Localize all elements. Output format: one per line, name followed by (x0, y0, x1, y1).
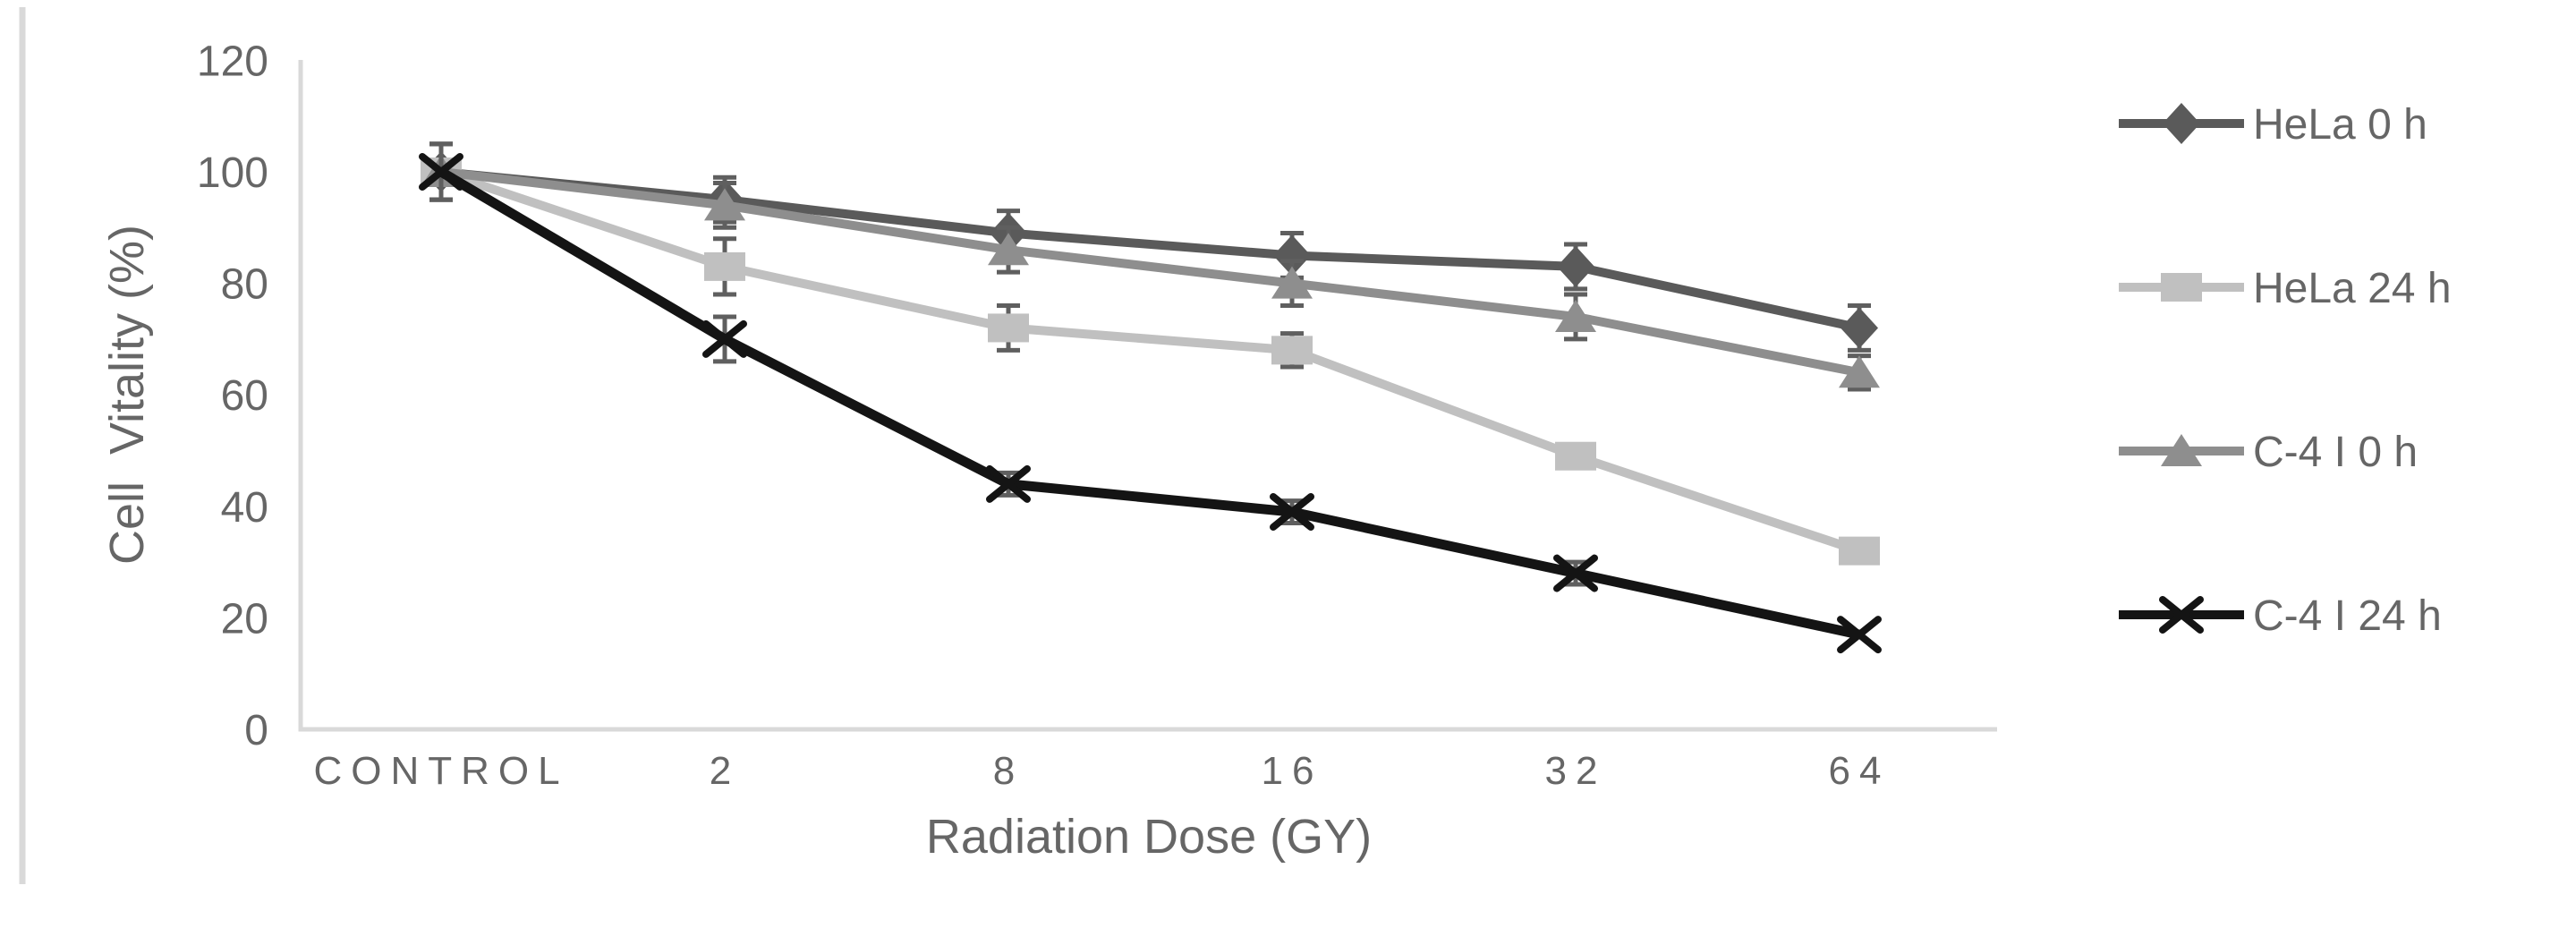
marker-triangle (988, 233, 1029, 266)
marker-square (988, 313, 1029, 343)
x-tick-label: 8 (993, 749, 1024, 793)
marker-square (1271, 336, 1313, 365)
axis-lines (298, 60, 1997, 732)
marker-diamond (1273, 234, 1311, 277)
marker-x (2159, 596, 2204, 634)
series-line (440, 167, 1861, 333)
series-c-4-i-0-h (421, 141, 1880, 392)
marker-square (1839, 536, 1880, 566)
marker-x (1837, 616, 1882, 654)
x-axis-title: Radiation Dose (GY) (926, 810, 1372, 864)
y-tick-label: 40 (221, 484, 268, 532)
legend-label: HeLa 0 h (2253, 101, 2427, 149)
marker-x (1270, 493, 1314, 532)
series-hela-0-h (422, 141, 1878, 353)
y-tick-label: 80 (221, 261, 268, 309)
y-tick-label: 120 (197, 38, 268, 85)
marker-square (704, 251, 745, 281)
x-tick-label: 16 (1262, 749, 1323, 793)
marker-square (1555, 441, 1596, 471)
y-tick-labels: 0 20 40 60 80 100 120 (197, 38, 268, 754)
marker-diamond (1557, 245, 1594, 287)
y-axis-title: Cell Vitality (%) (100, 225, 154, 565)
legend-item-hela-24-h: HeLa 24 h (2119, 265, 2452, 312)
legend-label: HeLa 24 h (2253, 265, 2452, 312)
y-tick-label: 60 (221, 372, 268, 420)
legend-item-c-4-i-0-h: C-4 I 0 h (2119, 429, 2418, 476)
y-tick-label: 0 (244, 707, 268, 754)
x-tick-label: 2 (710, 749, 740, 793)
marker-square (2161, 273, 2202, 302)
y-tick-label: 20 (221, 595, 268, 643)
marker-diamond (2163, 103, 2200, 144)
x-tick-label: 32 (1545, 749, 1607, 793)
x-tick-labels: CONTROL 2 8 16 32 64 (313, 749, 1891, 793)
series-group (419, 141, 1882, 654)
marker-triangle (2161, 434, 2202, 466)
legend-item-hela-0-h: HeLa 0 h (2119, 101, 2427, 149)
marker-triangle (1555, 299, 1596, 332)
marker-triangle (704, 188, 745, 221)
marker-x (986, 464, 1031, 503)
legend-item-c-4-i-24-h: C-4 I 24 h (2119, 592, 2442, 640)
marker-diamond (1841, 307, 1878, 349)
legend-label: C-4 I 24 h (2253, 592, 2442, 640)
y-tick-label: 100 (197, 149, 268, 197)
marker-triangle (1839, 355, 1880, 388)
marker-triangle (1271, 266, 1313, 299)
x-tick-label: 64 (1829, 749, 1891, 793)
x-tick-label: CONTROL (313, 749, 568, 793)
legend: HeLa 0 h HeLa 24 h C-4 I 0 h C-4 I 24 h (2119, 101, 2452, 640)
marker-x (702, 319, 747, 358)
marker-x (1553, 554, 1598, 592)
marker-x (419, 153, 463, 191)
series-c-4-i-24-h (419, 141, 1882, 654)
series-line (439, 167, 1861, 556)
series-line (440, 167, 1860, 378)
legend-label: C-4 I 0 h (2253, 429, 2418, 476)
axes-group (19, 7, 1997, 884)
series-line (438, 167, 1861, 640)
